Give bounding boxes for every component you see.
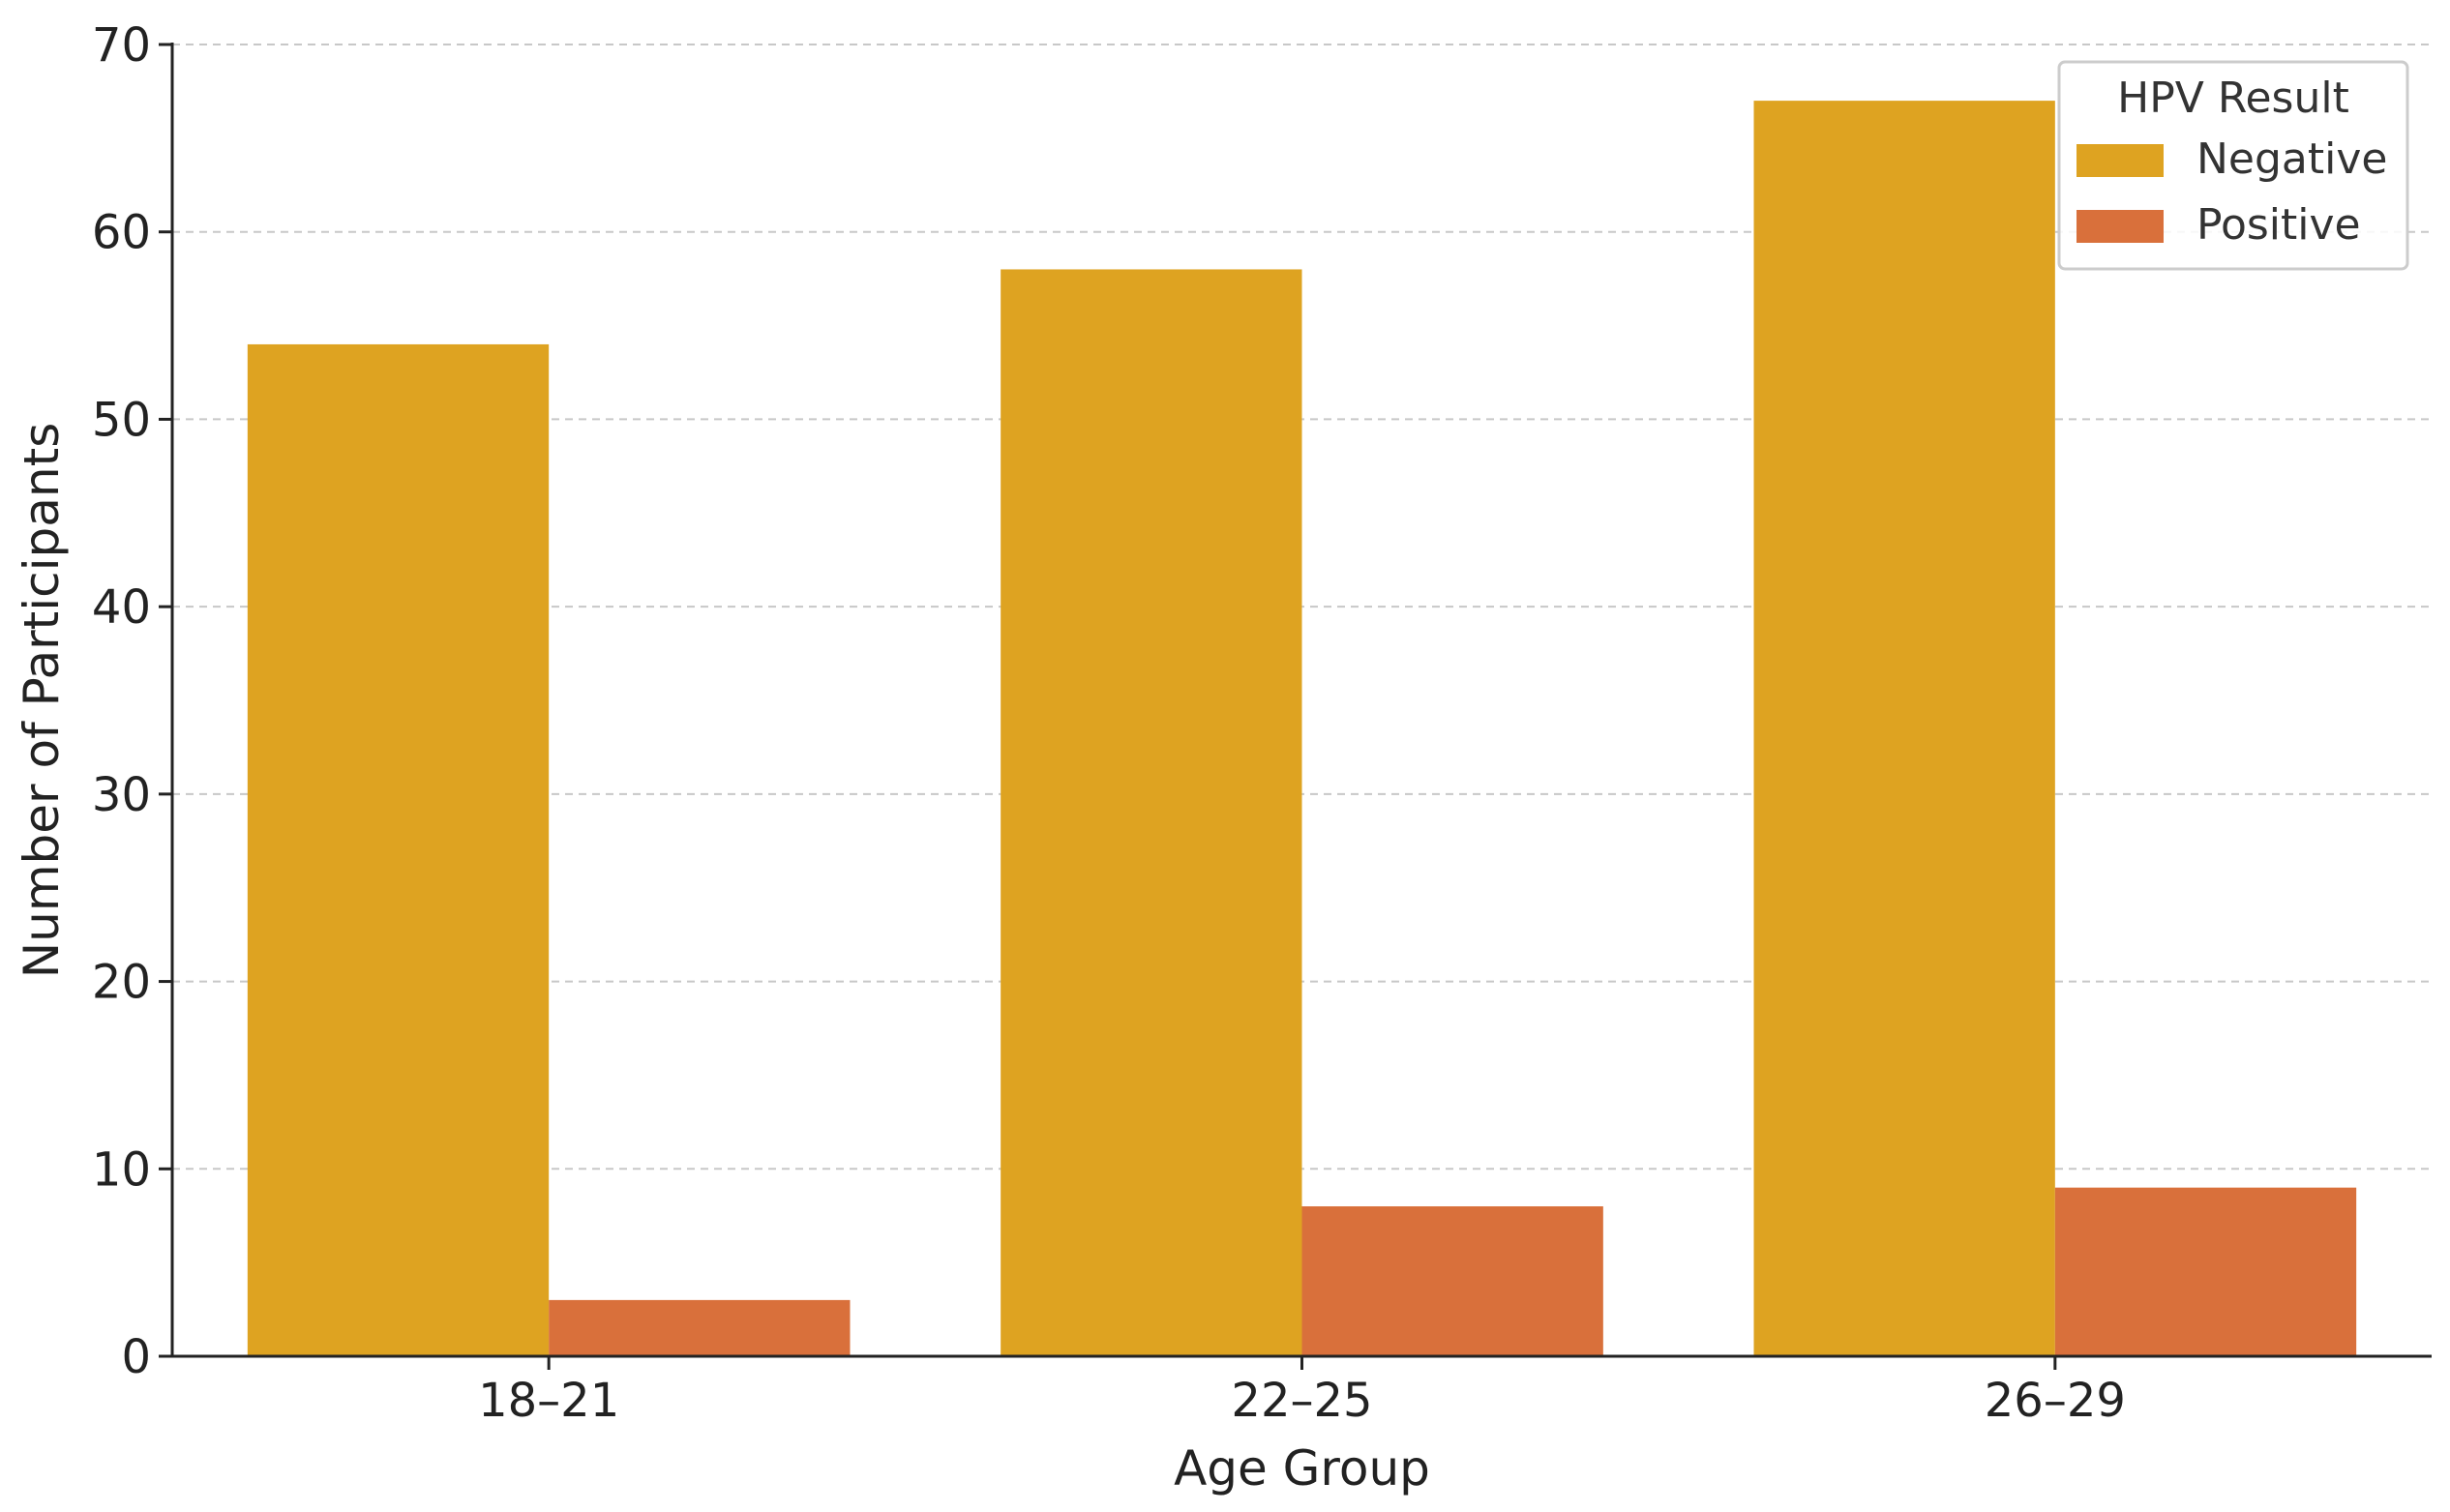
bar-positive-1 [549, 1299, 851, 1356]
x-tick-label: 18–21 [478, 1374, 619, 1428]
legend-swatch-negative [2077, 144, 2164, 177]
y-axis-title: Number of Participants [14, 423, 70, 979]
bar-negative-1 [247, 343, 550, 1356]
bar-positive-3 [2054, 1187, 2357, 1356]
y-tick-label: 30 [92, 768, 151, 822]
legend-label-negative: Negative [2196, 134, 2387, 184]
bar-negative-3 [1753, 101, 2055, 1357]
y-tick-label: 50 [92, 393, 151, 447]
x-tick-label: 22–25 [1231, 1374, 1372, 1428]
x-tick-label: 26–29 [1985, 1374, 2126, 1428]
bar-positive-2 [1301, 1206, 1603, 1356]
bars [247, 101, 2357, 1357]
y-tick-label: 20 [92, 956, 151, 1010]
bar-negative-2 [1001, 269, 1302, 1356]
y-tick-label: 40 [92, 580, 151, 635]
y-tick-label: 0 [121, 1330, 151, 1384]
x-axis-title: Age Group [1174, 1440, 1430, 1497]
y-tick-label: 70 [92, 18, 151, 73]
y-tick-label: 10 [92, 1142, 151, 1197]
legend-label-positive: Positive [2196, 200, 2361, 250]
legend-items: Negative Positive [2077, 134, 2387, 250]
x-axis-ticks: 18–21 22–25 26–29 [478, 1356, 2126, 1428]
legend-title: HPV Result [2117, 74, 2349, 123]
y-axis-ticks: 0 10 20 30 40 50 60 70 [92, 18, 172, 1384]
y-tick-label: 60 [92, 206, 151, 260]
legend-swatch-positive [2077, 210, 2164, 243]
legend: HPV Result Negative Positive [2057, 60, 2409, 271]
